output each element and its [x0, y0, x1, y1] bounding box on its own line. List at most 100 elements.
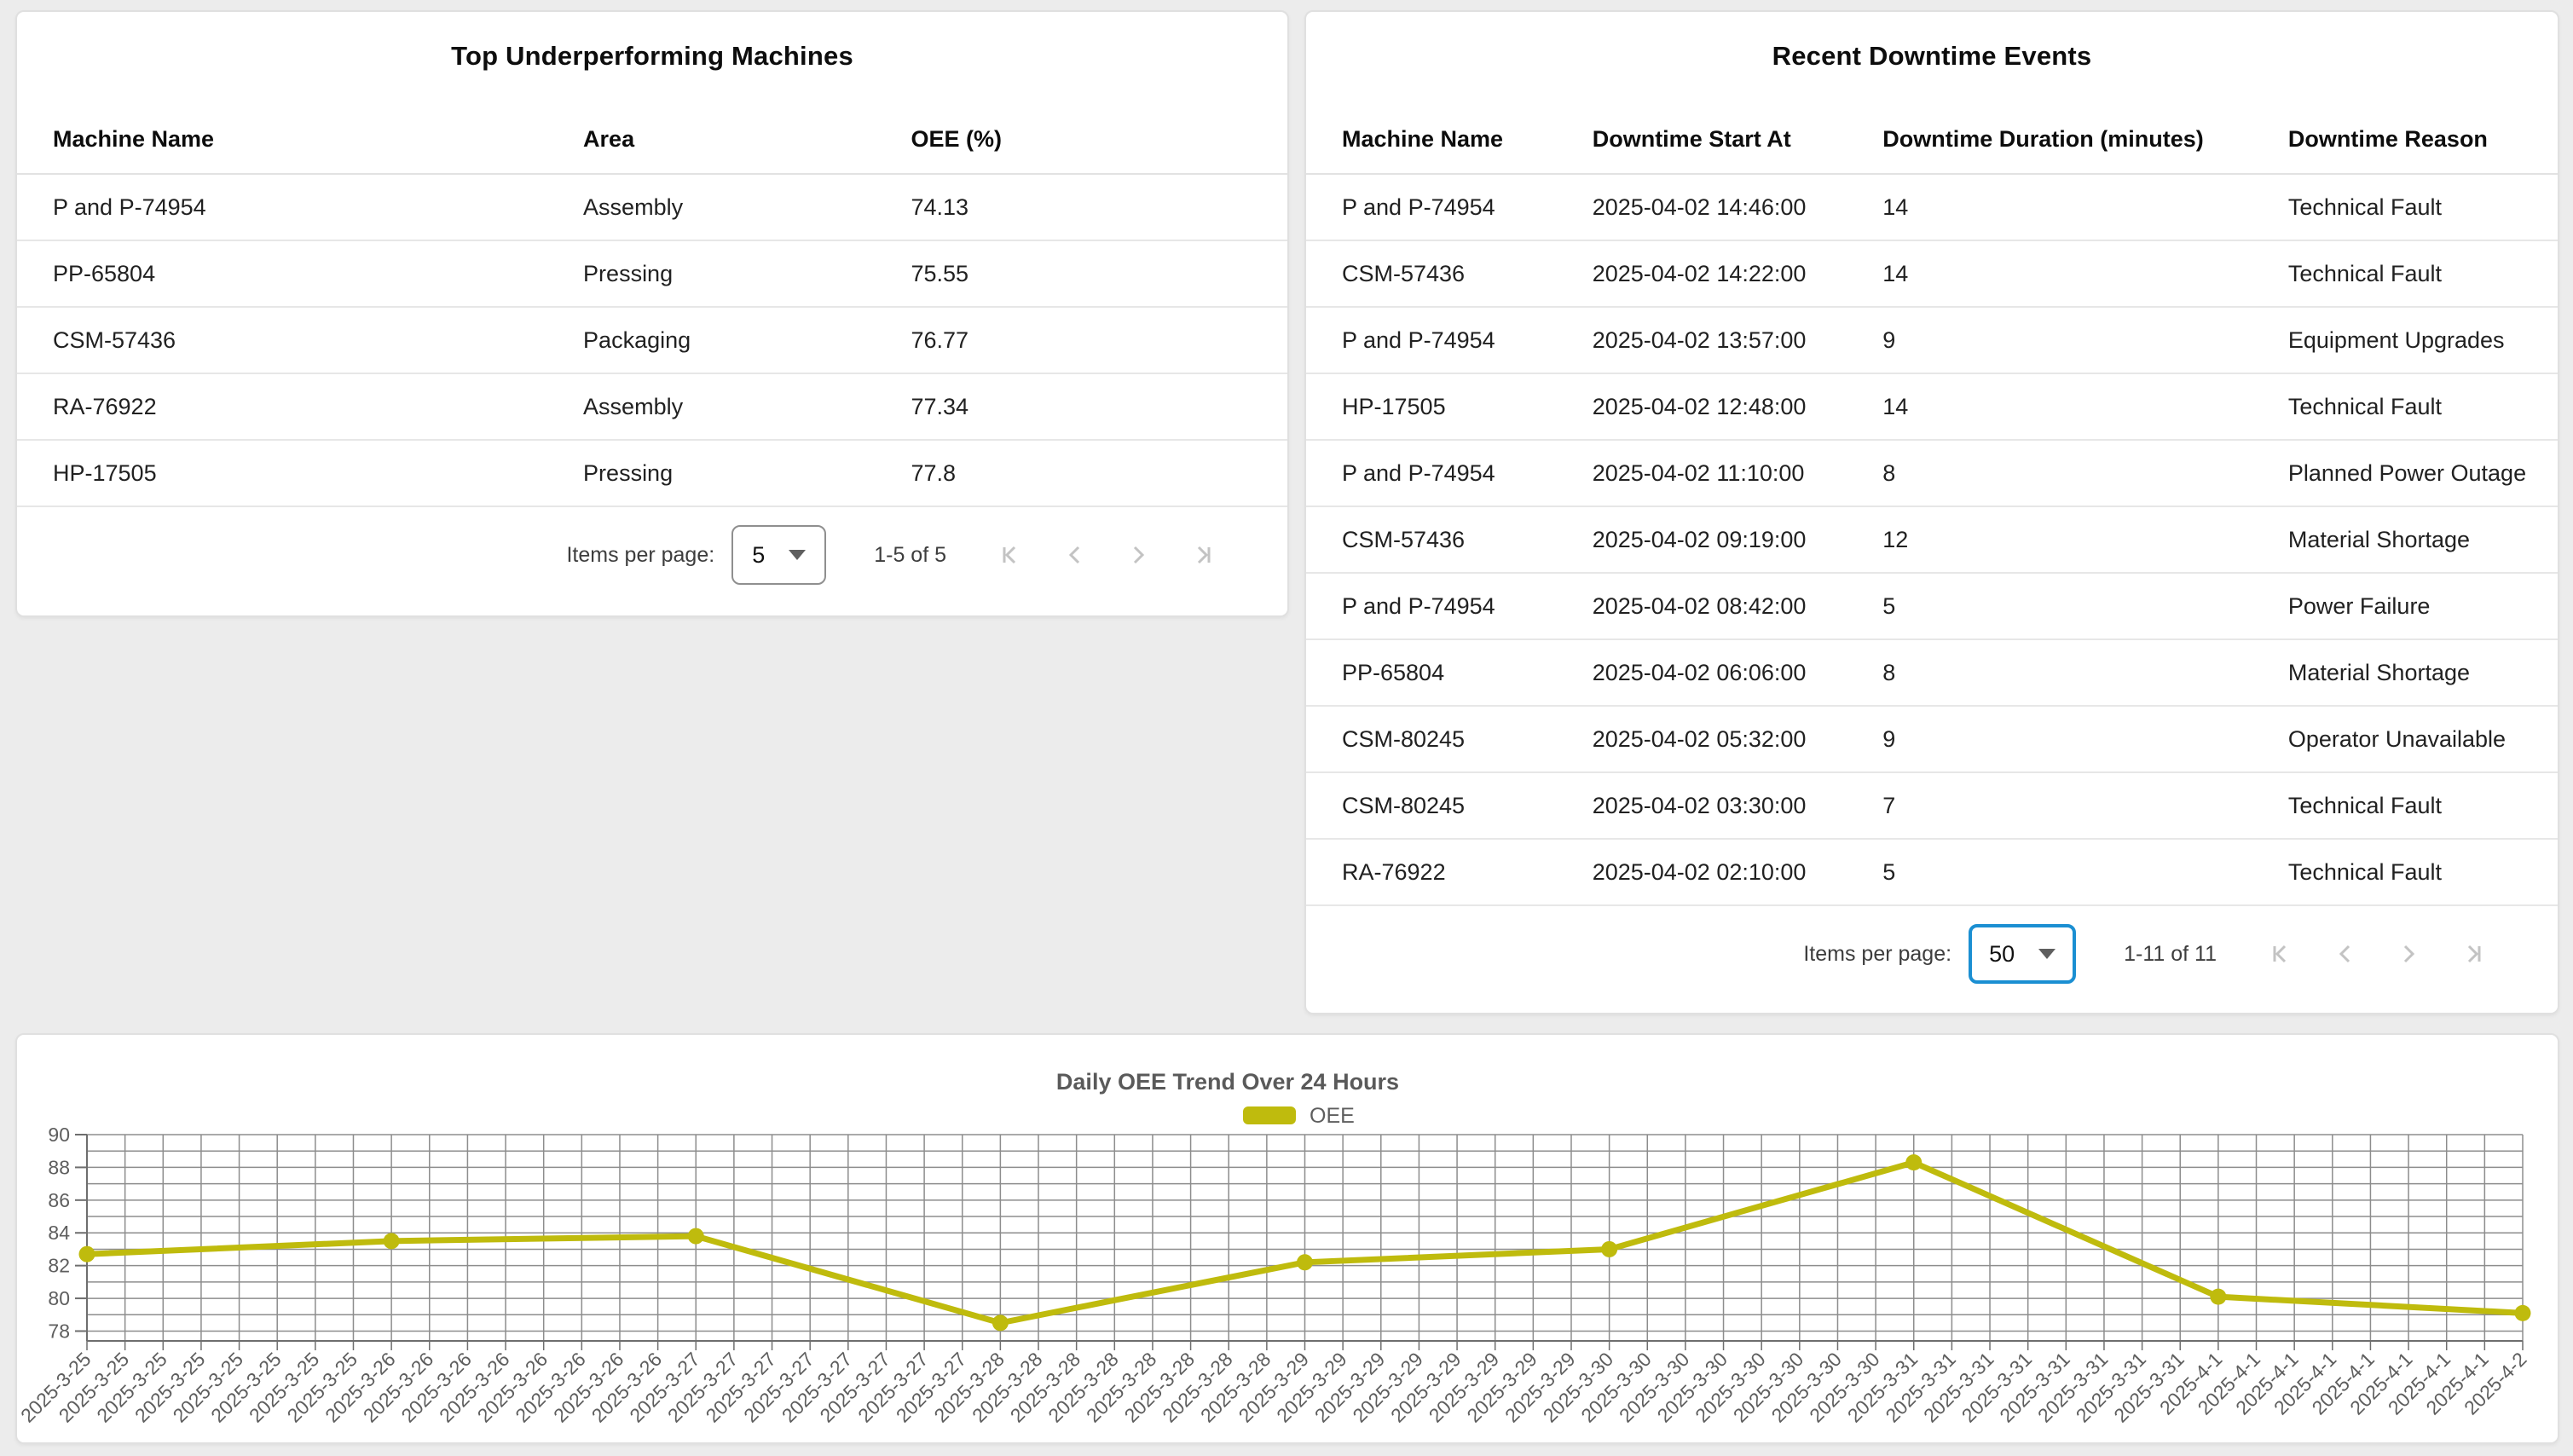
card-title: Recent Downtime Events — [1772, 41, 2092, 71]
table-cell: Pressing — [582, 240, 911, 308]
table-cell: HP-17505 — [17, 440, 583, 507]
table-cell: 2025-04-02 14:22:00 — [1591, 240, 1882, 308]
table-cell: 5 — [1882, 573, 2287, 640]
table-cell: 12 — [1882, 506, 2287, 574]
previous-page-button[interactable] — [2314, 924, 2377, 984]
chevron-right-icon — [1133, 546, 1145, 564]
table-row: CSM-80245 2025-04-02 03:30:00 7 Technical F… — [1306, 772, 2558, 840]
table-row: CSM-57436 2025-04-02 14:22:00 14 Technical … — [1306, 240, 2558, 308]
table-cell: P and P-74954 — [1306, 440, 1592, 507]
table-row: P and P-74954 2025-04-02 13:57:00 9 Equipme… — [1306, 307, 2558, 374]
underperforming-machines-card: Top Underperforming Machines Machine Nam… — [15, 10, 1289, 617]
page-range-label: 1-11 of 11 — [2124, 941, 2217, 966]
last-page-button[interactable] — [2440, 924, 2503, 984]
table-cell: 2025-04-02 08:42:00 — [1591, 573, 1882, 640]
table-row: RA-76922 2025-04-02 02:10:00 5 Technical Fa… — [1306, 839, 2558, 906]
header-row: Machine Name Downtime Start At Downtime Du… — [1306, 106, 2558, 175]
column-header: OEE (%) — [910, 106, 1287, 175]
table-cell: 7 — [1882, 772, 2287, 840]
table-row: CSM-57436 2025-04-02 09:19:00 12 Material S… — [1306, 506, 2558, 574]
table-cell: 2025-04-02 14:46:00 — [1591, 174, 1882, 241]
data-point — [992, 1314, 1009, 1332]
first-page-icon — [1003, 546, 1016, 564]
items-per-page-select[interactable]: 5 — [731, 525, 827, 585]
table-cell: Material Shortage — [2287, 506, 2558, 574]
first-page-button[interactable] — [980, 525, 1044, 585]
data-point — [1601, 1240, 1618, 1257]
column-header: Downtime Start At — [1591, 106, 1882, 175]
previous-page-button[interactable] — [1044, 525, 1107, 585]
table-cell: 77.8 — [910, 440, 1287, 507]
table-cell: Technical Fault — [2287, 174, 2558, 241]
table-cell: Technical Fault — [2287, 839, 2558, 906]
data-point — [1297, 1254, 1313, 1271]
data-point — [2514, 1304, 2531, 1321]
table-cell: CSM-57436 — [1306, 240, 1592, 308]
dropdown-arrow-icon — [2038, 949, 2056, 959]
table-cell: Assembly — [582, 373, 911, 441]
table-cell: 8 — [1882, 440, 2287, 507]
table-cell: RA-76922 — [17, 373, 583, 441]
table-cell: PP-65804 — [1306, 639, 1592, 707]
table-row: P and P-74954 2025-04-02 14:46:00 14 Techni… — [1306, 174, 2558, 241]
table-cell: Assembly — [582, 174, 911, 241]
data-point — [2210, 1288, 2227, 1305]
next-page-button[interactable] — [2377, 924, 2440, 984]
table-cell: Operator Unavailable — [2287, 706, 2558, 773]
chevron-right-icon — [2403, 945, 2415, 963]
y-axis-label: 84 — [48, 1222, 70, 1244]
table-cell: 77.34 — [910, 373, 1287, 441]
table-row: HP-17505 2025-04-02 12:48:00 14 Technical F… — [1306, 373, 2558, 441]
table-cell: 2025-04-02 05:32:00 — [1591, 706, 1882, 773]
items-per-page-select[interactable]: 50 — [1969, 924, 2077, 984]
y-axis-label: 90 — [48, 1124, 70, 1146]
table-cell: 8 — [1882, 639, 2287, 707]
data-point — [1905, 1154, 1923, 1171]
items-per-page-label: Items per page: — [1803, 941, 1952, 966]
chevron-left-icon — [2339, 945, 2350, 963]
oee-trend-chart: 2025-3-252025-3-252025-3-252025-3-252025… — [17, 1069, 2531, 1427]
table-cell: CSM-57436 — [1306, 506, 1592, 574]
table-row: P and P-74954 Assembly 74.13 — [17, 174, 1287, 241]
table-cell: Technical Fault — [2287, 373, 2558, 441]
table-row: PP-65804 Pressing 75.55 — [17, 240, 1287, 308]
legend-swatch[interactable] — [1243, 1106, 1296, 1124]
legend-label[interactable]: OEE — [1310, 1104, 1355, 1128]
last-page-button[interactable] — [1170, 525, 1233, 585]
chart-title: Daily OEE Trend Over 24 Hours — [1056, 1069, 1399, 1095]
table-cell: Equipment Upgrades — [2287, 307, 2558, 374]
table-row: PP-65804 2025-04-02 06:06:00 8 Material Sho… — [1306, 639, 2558, 707]
table-cell: HP-17505 — [1306, 373, 1592, 441]
paginator-buttons — [2251, 924, 2503, 984]
dropdown-arrow-icon — [789, 550, 807, 560]
table-row: RA-76922 Assembly 77.34 — [17, 373, 1287, 441]
table-cell: Pressing — [582, 440, 911, 507]
table-row: P and P-74954 2025-04-02 11:10:00 8 Planned… — [1306, 440, 2558, 507]
underperforming-machines-table: Machine Name Area OEE (%) P and P-74954 Ass… — [17, 106, 1287, 507]
table-cell: 2025-04-02 03:30:00 — [1591, 772, 1882, 840]
data-point — [687, 1228, 704, 1245]
table-row: P and P-74954 2025-04-02 08:42:00 5 Power F… — [1306, 573, 2558, 640]
y-axis-label: 86 — [48, 1189, 70, 1211]
y-axis-label: 78 — [48, 1320, 70, 1342]
paginator-buttons — [980, 525, 1233, 585]
table-cell: Technical Fault — [2287, 772, 2558, 840]
header-row: Machine Name Area OEE (%) — [17, 106, 1287, 175]
next-page-button[interactable] — [1107, 525, 1170, 585]
table-cell: 2025-04-02 12:48:00 — [1591, 373, 1882, 441]
column-header: Downtime Duration (minutes) — [1882, 106, 2287, 175]
table-cell: 9 — [1882, 706, 2287, 773]
table-cell: CSM-57436 — [17, 307, 583, 374]
items-per-page-label: Items per page: — [566, 542, 715, 567]
table-cell: 2025-04-02 11:10:00 — [1591, 440, 1882, 507]
table-cell: Technical Fault — [2287, 240, 2558, 308]
y-axis-label: 82 — [48, 1255, 70, 1277]
table-cell: 2025-04-02 09:19:00 — [1591, 506, 1882, 574]
table-cell: 2025-04-02 02:10:00 — [1591, 839, 1882, 906]
page-range-label: 1-5 of 5 — [874, 542, 946, 567]
table-cell: Packaging — [582, 307, 911, 374]
y-axis-label: 88 — [48, 1156, 70, 1178]
table-cell: CSM-80245 — [1306, 706, 1592, 773]
table-cell: P and P-74954 — [1306, 174, 1592, 241]
first-page-button[interactable] — [2251, 924, 2314, 984]
